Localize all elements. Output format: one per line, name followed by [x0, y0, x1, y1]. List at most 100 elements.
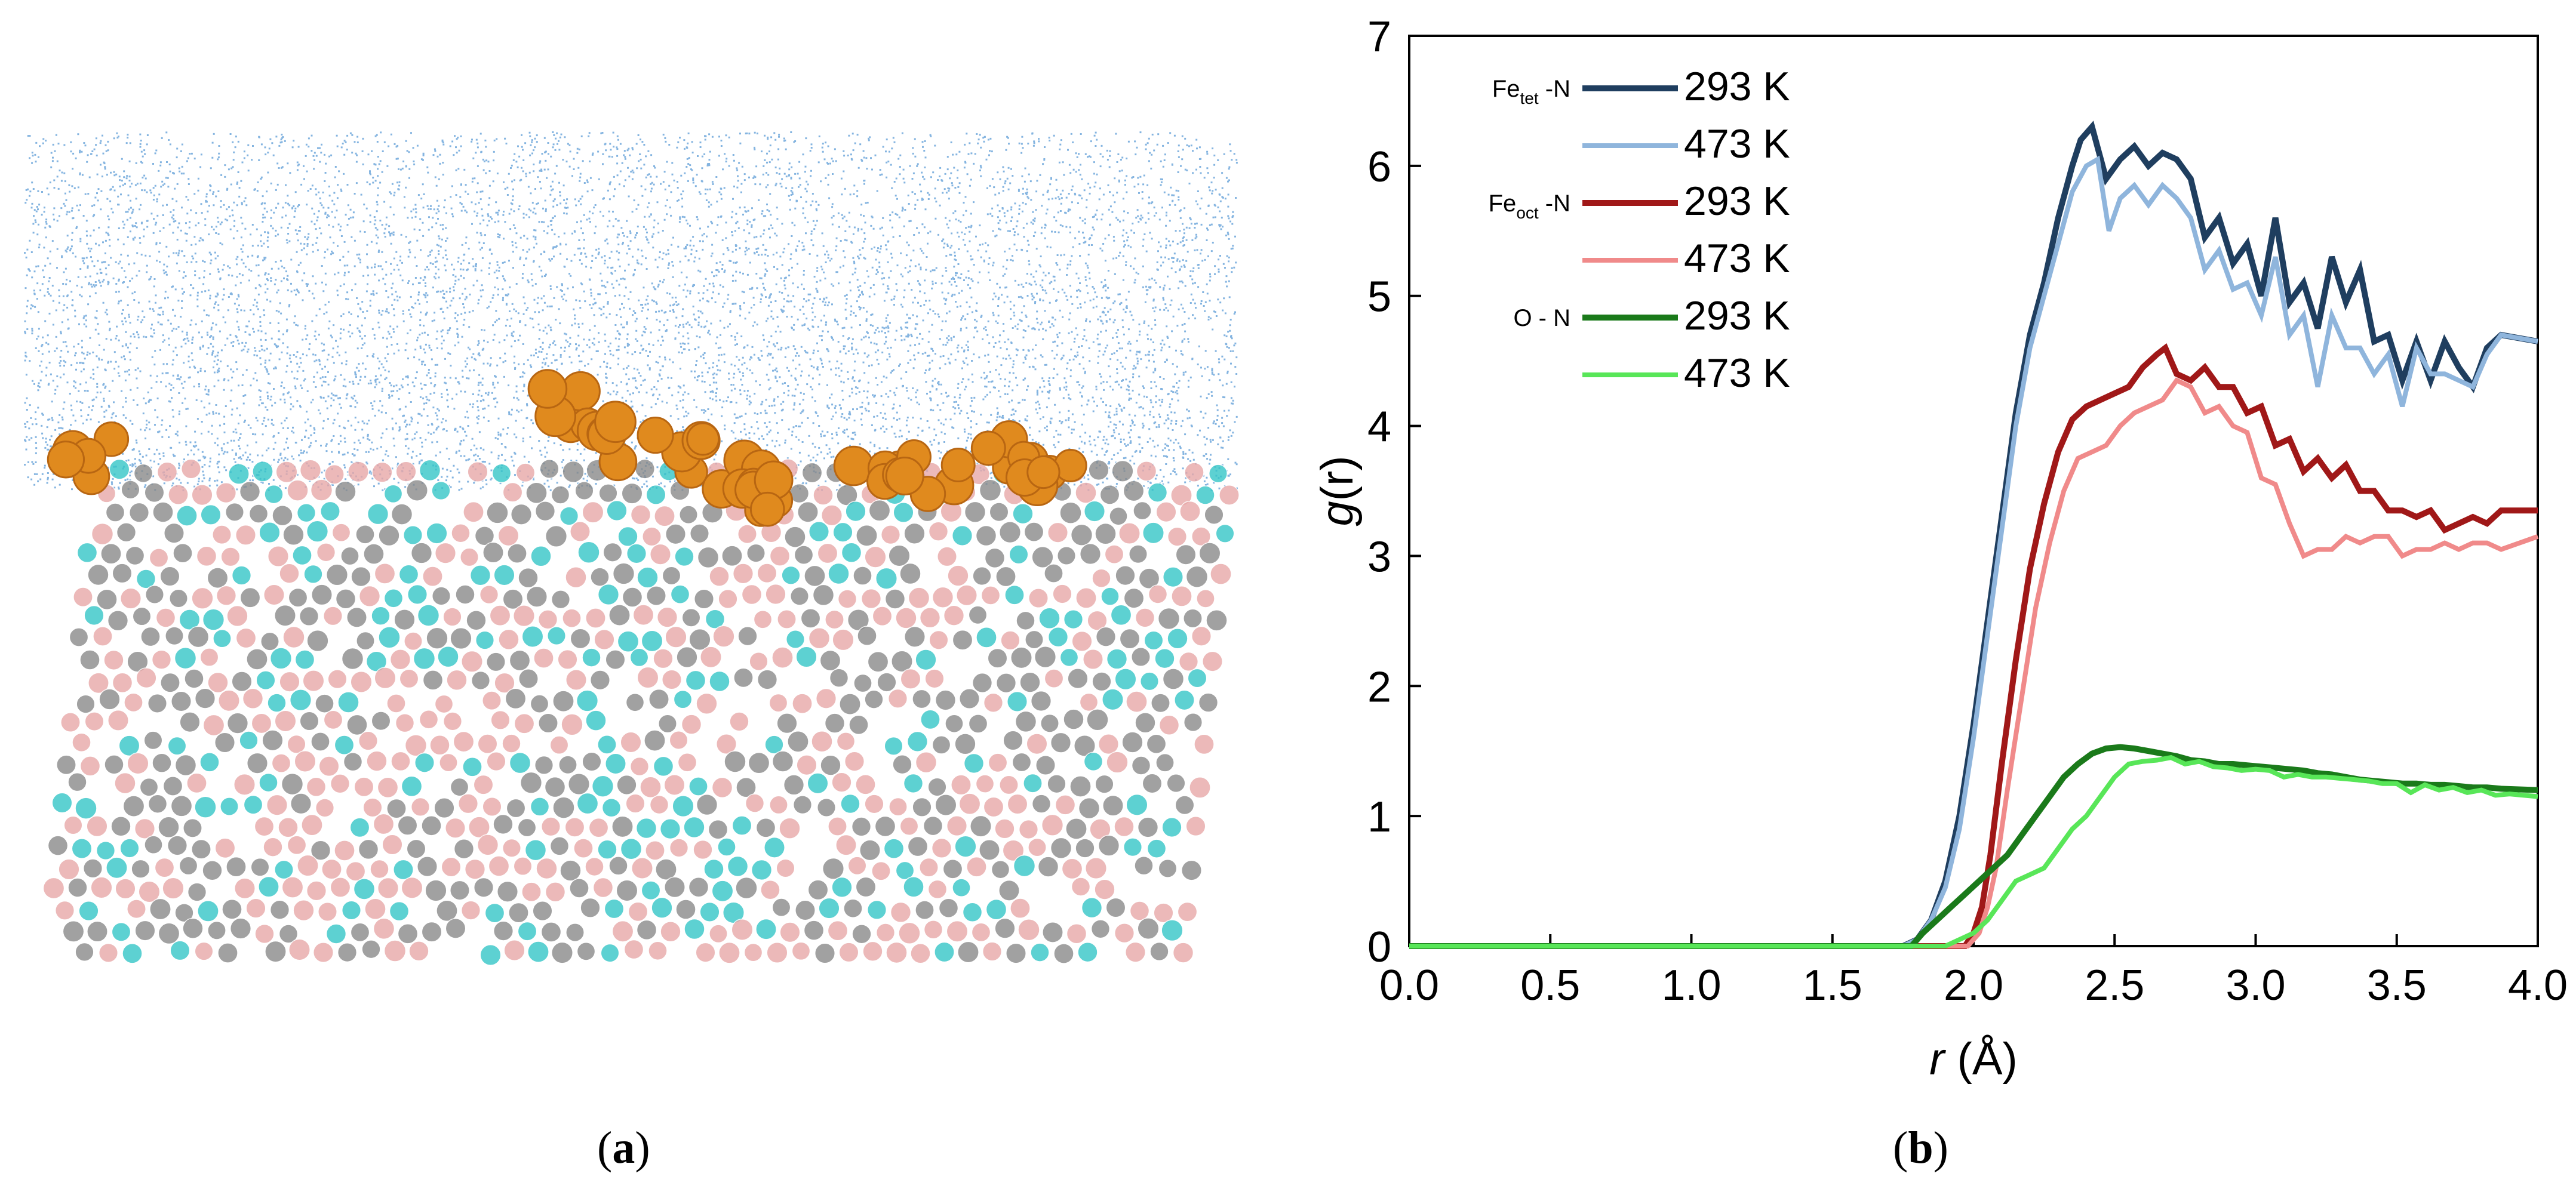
y-tick-label: 3: [1367, 533, 1391, 581]
slab-atom: [1030, 690, 1052, 712]
slab-atom: [1007, 793, 1028, 815]
slab-atom: [588, 817, 609, 838]
series-lines: [1409, 121, 2539, 949]
slab-atom: [665, 626, 687, 648]
slab-atom: [551, 485, 570, 504]
slab-atom: [1177, 901, 1198, 922]
slab-atom: [79, 649, 100, 670]
slab-atom: [1140, 672, 1159, 691]
slab-atom: [119, 838, 140, 858]
slab-atom: [451, 523, 471, 543]
slab-atom: [199, 752, 220, 772]
slab-atom: [709, 924, 728, 944]
slab-atom: [168, 484, 189, 505]
slab-atom: [769, 693, 788, 713]
slab-atom: [254, 923, 275, 944]
slab-atom: [983, 796, 1004, 818]
slab-atom: [231, 671, 253, 692]
slab-atom: [998, 879, 1020, 901]
slab-atom: [505, 688, 527, 710]
legend-entry-label: 293 K: [1684, 64, 1790, 109]
slab-atom: [544, 776, 566, 798]
slab-atom: [158, 922, 180, 945]
slab-atom: [517, 818, 537, 837]
slab-atom: [395, 461, 417, 482]
slab-atom: [42, 877, 65, 900]
slab-atom: [731, 919, 754, 941]
slab-atom: [364, 898, 386, 920]
slab-atom: [841, 542, 862, 563]
slab-atom: [591, 775, 614, 797]
slab-atom: [733, 667, 754, 688]
slab-atom: [1201, 651, 1224, 672]
slab-atom: [1055, 794, 1076, 815]
slab-atom: [1110, 604, 1132, 626]
slab-atom: [453, 731, 475, 753]
slab-atom: [1050, 732, 1072, 753]
slab-atom: [421, 921, 442, 943]
slab-atom: [119, 587, 142, 609]
slab-atom: [402, 525, 423, 546]
slab-atom: [222, 899, 242, 920]
slab-atom: [590, 567, 610, 587]
slab-atom: [174, 903, 194, 923]
slab-atom: [673, 689, 693, 709]
slab-atom: [629, 648, 649, 667]
slab-atom: [1121, 731, 1143, 753]
x-tick-label: 3.5: [2367, 962, 2427, 1009]
slab-atom: [608, 856, 628, 876]
slab-atom: [306, 880, 327, 901]
slab-atom: [681, 714, 702, 735]
slab-atom: [1137, 817, 1159, 838]
slab-atom: [927, 879, 948, 900]
slab-atom: [226, 605, 248, 627]
slab-atom: [1066, 923, 1087, 944]
slab-atom: [445, 917, 466, 939]
slab-atom: [1099, 485, 1120, 505]
slab-atom: [1155, 501, 1177, 523]
slab-atom: [855, 876, 877, 898]
slab-atom: [693, 839, 713, 860]
slab-atom: [1123, 480, 1145, 502]
slab-atom: [404, 734, 428, 757]
slab-atom: [589, 670, 611, 691]
slab-atom: [764, 735, 784, 754]
slab-atom: [703, 858, 724, 880]
slab-atom: [348, 461, 369, 483]
slab-atom: [502, 589, 524, 610]
slab-atom: [160, 672, 180, 693]
slab-atom: [78, 901, 99, 922]
slab-atom: [310, 479, 333, 501]
slab-atom: [235, 627, 257, 649]
slab-atom: [898, 922, 921, 945]
slab-atom: [781, 565, 801, 585]
slab-atom: [318, 902, 337, 922]
slab-atom: [1026, 733, 1048, 755]
slab-atom: [962, 902, 983, 923]
slab-atom: [1023, 773, 1043, 793]
slab-atom: [760, 879, 780, 900]
slab-atom: [446, 669, 468, 691]
slab-atom: [546, 626, 567, 646]
slab-atom: [327, 669, 348, 689]
slab-atom: [791, 941, 811, 961]
slab-atom: [970, 815, 992, 837]
slab-atom: [1071, 877, 1091, 897]
slab-atom: [518, 669, 539, 689]
slab-atom: [836, 732, 856, 751]
slab-atom: [845, 501, 866, 522]
slab-atom: [576, 942, 596, 961]
slab-atom: [636, 919, 657, 941]
slab-atom: [1090, 919, 1111, 939]
water-dots: [24, 131, 1238, 491]
slab-atom: [306, 629, 329, 652]
slab-atom: [341, 647, 364, 670]
slab-atom: [915, 649, 937, 671]
slab-atom: [318, 756, 340, 777]
slab-atom: [669, 838, 689, 858]
slab-atom: [968, 605, 988, 625]
slab-atom: [849, 714, 869, 735]
slab-atom: [434, 694, 454, 714]
slab-atom: [1109, 507, 1128, 526]
slab-atom: [84, 605, 104, 626]
